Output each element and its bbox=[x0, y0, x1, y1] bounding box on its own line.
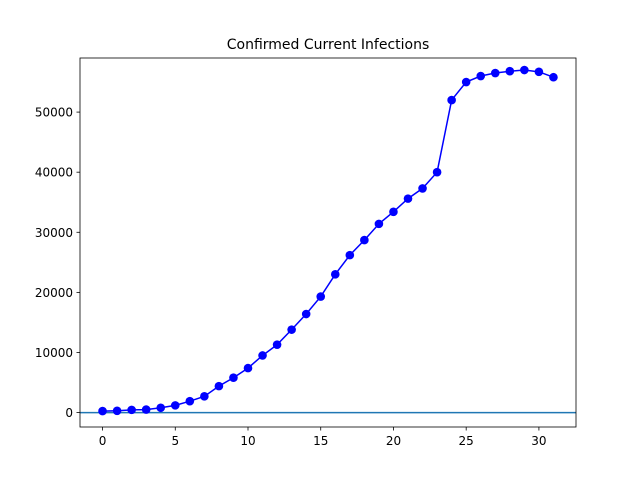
data-point-marker bbox=[243, 363, 253, 373]
data-point-marker bbox=[258, 351, 267, 360]
data-point-marker bbox=[200, 392, 209, 401]
y-tick-label: 0 bbox=[65, 406, 73, 420]
data-point-marker bbox=[520, 65, 529, 75]
data-point-marker bbox=[301, 309, 311, 319]
data-point-marker bbox=[389, 207, 398, 217]
x-axis-ticks: 0 5 10 15 20 25 30 bbox=[99, 427, 547, 448]
data-point-marker bbox=[316, 292, 326, 301]
data-point-marker bbox=[127, 405, 136, 415]
data-point-marker bbox=[418, 184, 427, 193]
data-point-marker bbox=[461, 77, 471, 87]
data-point-marker bbox=[141, 405, 151, 414]
y-tick-label: 10000 bbox=[35, 346, 73, 360]
series-line bbox=[102, 69, 554, 412]
data-point-marker bbox=[170, 401, 180, 410]
data-point-marker bbox=[112, 406, 122, 416]
data-point-marker bbox=[330, 270, 340, 279]
series-group bbox=[98, 65, 558, 416]
x-tick-label: 10 bbox=[240, 434, 255, 448]
data-point-marker bbox=[403, 194, 413, 203]
x-tick-label: 20 bbox=[386, 434, 401, 448]
data-point-marker bbox=[447, 95, 456, 105]
data-point-marker bbox=[490, 68, 500, 78]
x-tick-label: 0 bbox=[99, 434, 107, 448]
axes bbox=[79, 57, 577, 428]
data-point-marker bbox=[272, 340, 282, 349]
data-point-marker bbox=[374, 219, 384, 229]
chart-title: Confirmed Current Infections bbox=[227, 37, 430, 53]
data-point-marker bbox=[98, 406, 107, 416]
y-tick-label: 40000 bbox=[35, 166, 73, 180]
plot-frame bbox=[79, 57, 577, 428]
data-point-marker bbox=[287, 325, 296, 334]
data-point-marker bbox=[476, 71, 486, 81]
x-tick-label: 15 bbox=[313, 434, 328, 448]
y-tick-label: 30000 bbox=[35, 226, 73, 240]
data-point-marker bbox=[360, 235, 369, 245]
y-axis-ticks: 0 10000 20000 30000 40000 50000 bbox=[35, 106, 80, 420]
data-point-marker bbox=[156, 403, 166, 413]
data-point-marker bbox=[185, 396, 195, 406]
y-tick-label: 20000 bbox=[35, 286, 73, 300]
x-tick-label: 30 bbox=[531, 434, 546, 448]
data-point-marker bbox=[505, 66, 515, 76]
data-point-marker bbox=[214, 381, 224, 391]
data-point-marker bbox=[345, 250, 355, 260]
data-point-marker bbox=[432, 167, 442, 177]
y-tick-label: 50000 bbox=[35, 106, 73, 120]
data-point-marker bbox=[229, 373, 238, 383]
data-point-marker bbox=[549, 72, 558, 82]
data-point-marker bbox=[534, 67, 544, 77]
x-tick-label: 5 bbox=[171, 434, 179, 448]
x-tick-label: 25 bbox=[459, 434, 474, 448]
